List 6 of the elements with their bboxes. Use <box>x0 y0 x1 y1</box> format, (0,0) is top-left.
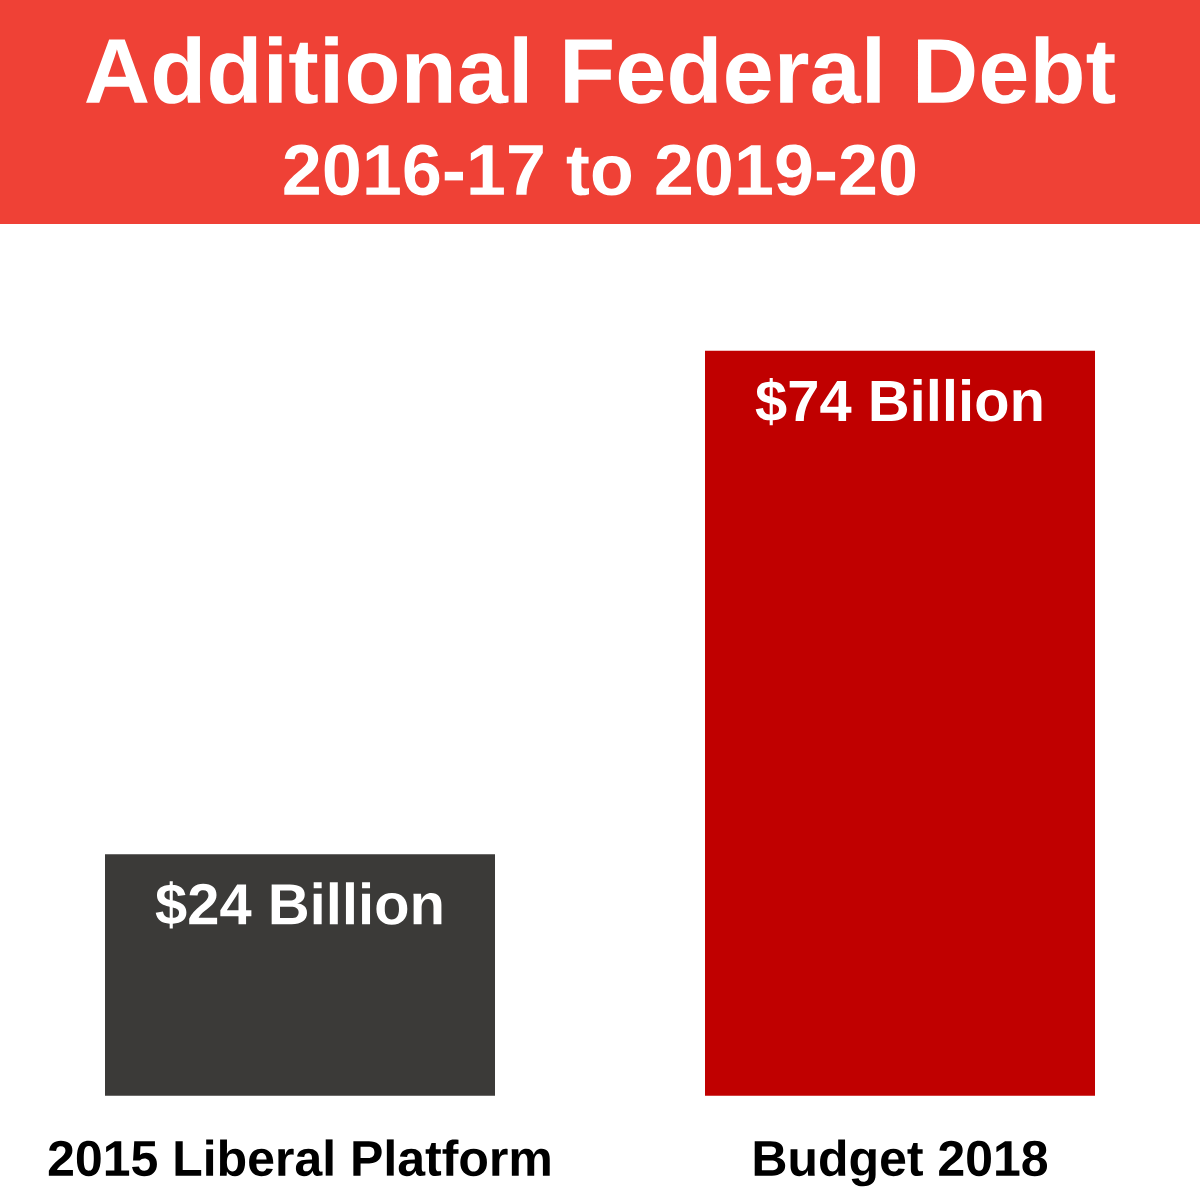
x-tick-label: 2015 Liberal Platform <box>48 1139 550 1177</box>
data-label: $24 Billion <box>155 881 442 929</box>
chart-subtitle: 2016-17 to 2019-20 <box>284 144 916 196</box>
data-label: $74 Billion <box>755 377 1042 426</box>
chart-title: Additional Federal Debt <box>86 36 1116 104</box>
x-tick-label: Budget 2018 <box>754 1139 1048 1187</box>
